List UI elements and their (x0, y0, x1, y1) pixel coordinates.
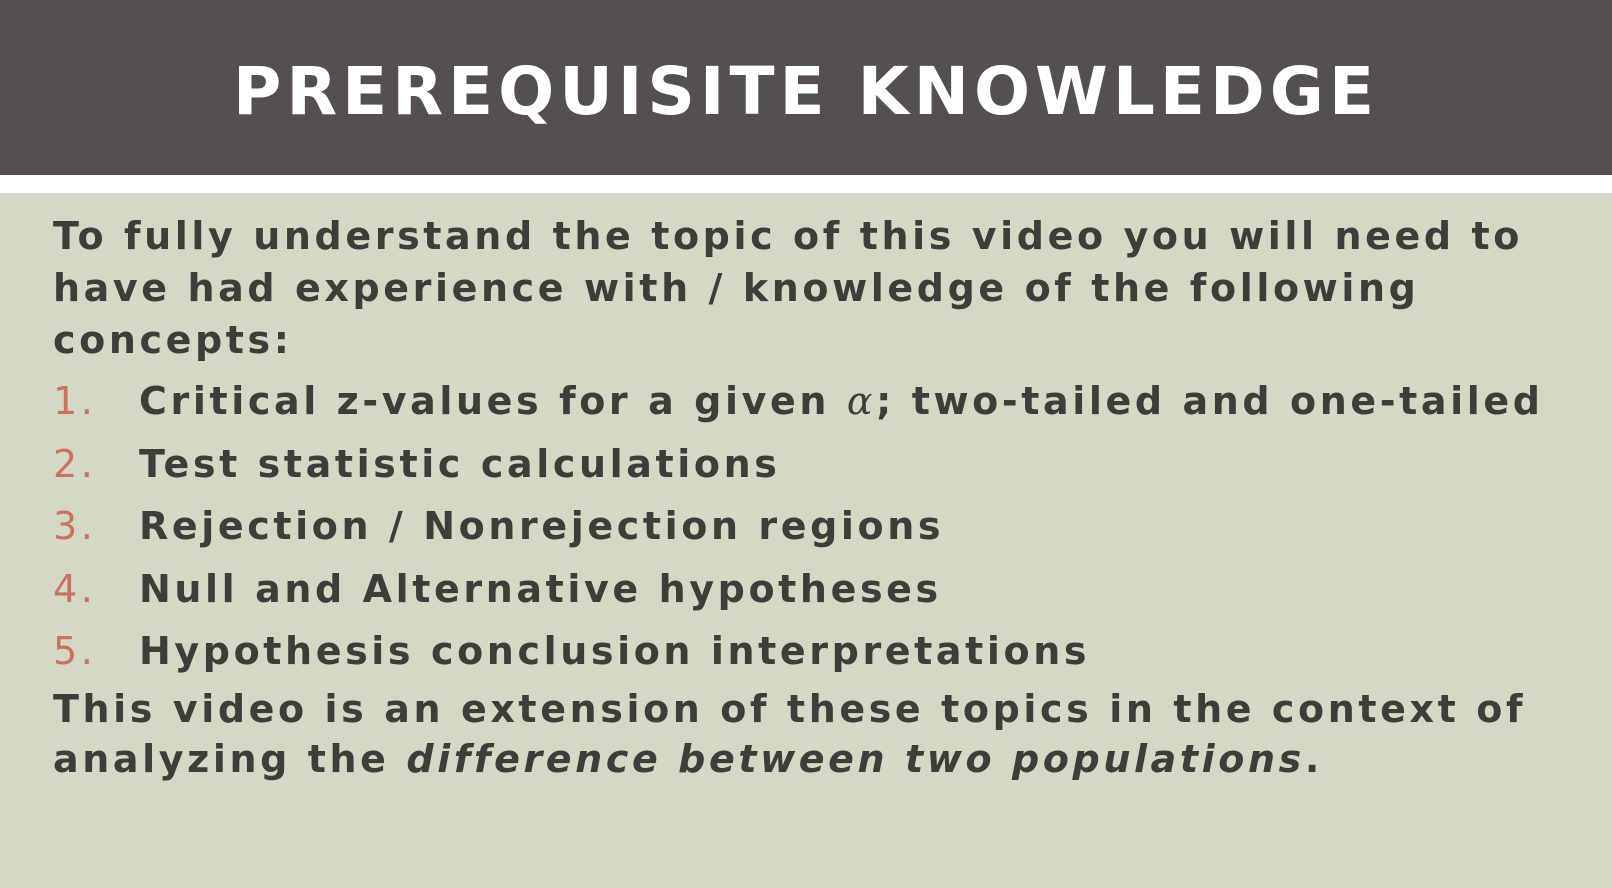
outro-main: This video is an extension of these topi… (53, 687, 1527, 781)
outro-end: . (1304, 737, 1323, 781)
list-text: Hypothesis conclusion interpretations (139, 629, 1091, 673)
outro-text: This video is an extension of these topi… (53, 684, 1593, 784)
list-number: 4. (53, 566, 97, 611)
list-text: Test statistic calculations (139, 441, 781, 486)
outro-emphasis: difference between two populations (406, 737, 1305, 781)
list-text: Null and Alternative hypotheses (139, 566, 942, 611)
list-number: 5. (53, 629, 97, 673)
intro-text: To fully understand the topic of this vi… (53, 214, 1523, 362)
list-item: 1. Critical z-values for a given α; two-… (53, 370, 1593, 433)
alpha-symbol: α (846, 379, 877, 423)
list-text: Critical z-values for a given α; two-tai… (139, 370, 1544, 432)
list-number: 2. (53, 441, 97, 486)
list-number: 1. (53, 379, 97, 423)
list-text-before: Critical z-values for a given (139, 379, 847, 423)
list-text: Rejection / Nonrejection regions (139, 504, 945, 548)
divider (0, 175, 1612, 193)
list-item: 4. Null and Alternative hypotheses (53, 558, 1593, 621)
list-item: 2. Test statistic calculations (53, 433, 1593, 496)
title-bar: PREREQUISITE KNOWLEDGE (0, 0, 1612, 175)
list-item: 3. Rejection / Nonrejection regions (53, 495, 1593, 558)
list-number: 3. (53, 504, 97, 548)
list-item: 5. Hypothesis conclusion interpretations (53, 620, 1593, 683)
slide-body: To fully understand the topic of this vi… (53, 210, 1593, 781)
concept-list: 1. Critical z-values for a given α; two-… (53, 370, 1593, 683)
list-text-after: ; two-tailed and one-tailed (876, 379, 1544, 423)
slide-title: PREREQUISITE KNOWLEDGE (232, 53, 1380, 130)
